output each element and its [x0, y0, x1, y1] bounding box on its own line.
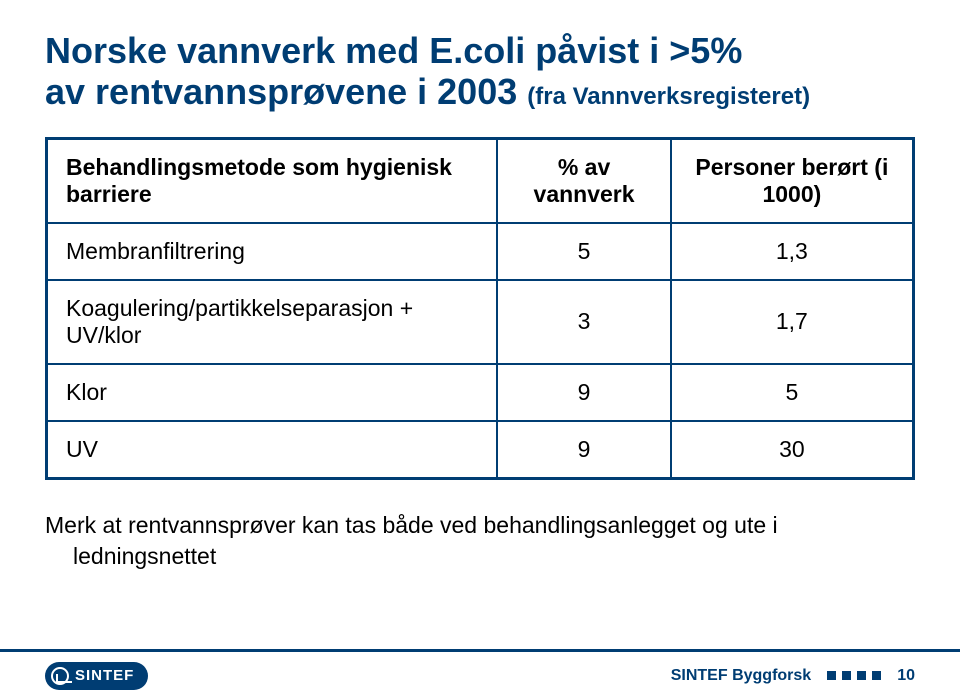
- col-header-persons: Personer berørt (i 1000): [671, 138, 914, 223]
- footnote: Merk at rentvannsprøver kan tas både ved…: [45, 510, 915, 572]
- sintef-badge: SINTEF: [45, 662, 148, 690]
- title-line-1: Norske vannverk med E.coli påvist i >5%: [45, 30, 915, 71]
- cell-percent: 3: [497, 280, 670, 364]
- cell-persons: 1,7: [671, 280, 914, 364]
- col-header-percent: % av vannverk: [497, 138, 670, 223]
- cell-persons: 30: [671, 421, 914, 479]
- cell-percent: 5: [497, 223, 670, 280]
- table-row: Membranfiltrering 5 1,3: [47, 223, 914, 280]
- table-header-row: Behandlingsmetode som hygienisk barriere…: [47, 138, 914, 223]
- footer-dots-icon: [827, 671, 881, 680]
- cell-percent: 9: [497, 421, 670, 479]
- table-row: UV 9 30: [47, 421, 914, 479]
- title-subtext: (fra Vannverksregisteret): [527, 83, 810, 110]
- cell-method: UV: [47, 421, 498, 479]
- cell-method: Membranfiltrering: [47, 223, 498, 280]
- dot-icon: [827, 671, 836, 680]
- cell-percent: 9: [497, 364, 670, 421]
- sintef-logo: SINTEF: [45, 662, 148, 690]
- table-row: Klor 9 5: [47, 364, 914, 421]
- title-line-2: av rentvannsprøvene i 2003 (fra Vannverk…: [45, 71, 915, 112]
- cell-method: Klor: [47, 364, 498, 421]
- footer-unit: SINTEF Byggforsk: [671, 667, 811, 685]
- page-number: 10: [897, 667, 915, 685]
- table-row: Koagulering/partikkelseparasjon + UV/klo…: [47, 280, 914, 364]
- col-header-method: Behandlingsmetode som hygienisk barriere: [47, 138, 498, 223]
- sintef-brand-text: SINTEF: [75, 667, 134, 684]
- cell-persons: 5: [671, 364, 914, 421]
- slide: Norske vannverk med E.coli påvist i >5% …: [0, 0, 960, 699]
- slide-title: Norske vannverk med E.coli påvist i >5% …: [45, 30, 915, 113]
- footer-left: SINTEF: [45, 662, 148, 690]
- footer-bar: SINTEF SINTEF Byggforsk 10: [0, 649, 960, 699]
- footer-right: SINTEF Byggforsk 10: [671, 667, 915, 685]
- dot-icon: [842, 671, 851, 680]
- title-line-2-main: av rentvannsprøvene i 2003: [45, 71, 517, 112]
- data-table: Behandlingsmetode som hygienisk barriere…: [45, 137, 915, 480]
- cell-persons: 1,3: [671, 223, 914, 280]
- dot-icon: [872, 671, 881, 680]
- footnote-line-1: Merk at rentvannsprøver kan tas både ved…: [45, 512, 778, 538]
- footnote-line-2: ledningsnettet: [45, 541, 915, 572]
- cell-method: Koagulering/partikkelseparasjon + UV/klo…: [47, 280, 498, 364]
- sintef-mark-icon: [51, 667, 69, 685]
- dot-icon: [857, 671, 866, 680]
